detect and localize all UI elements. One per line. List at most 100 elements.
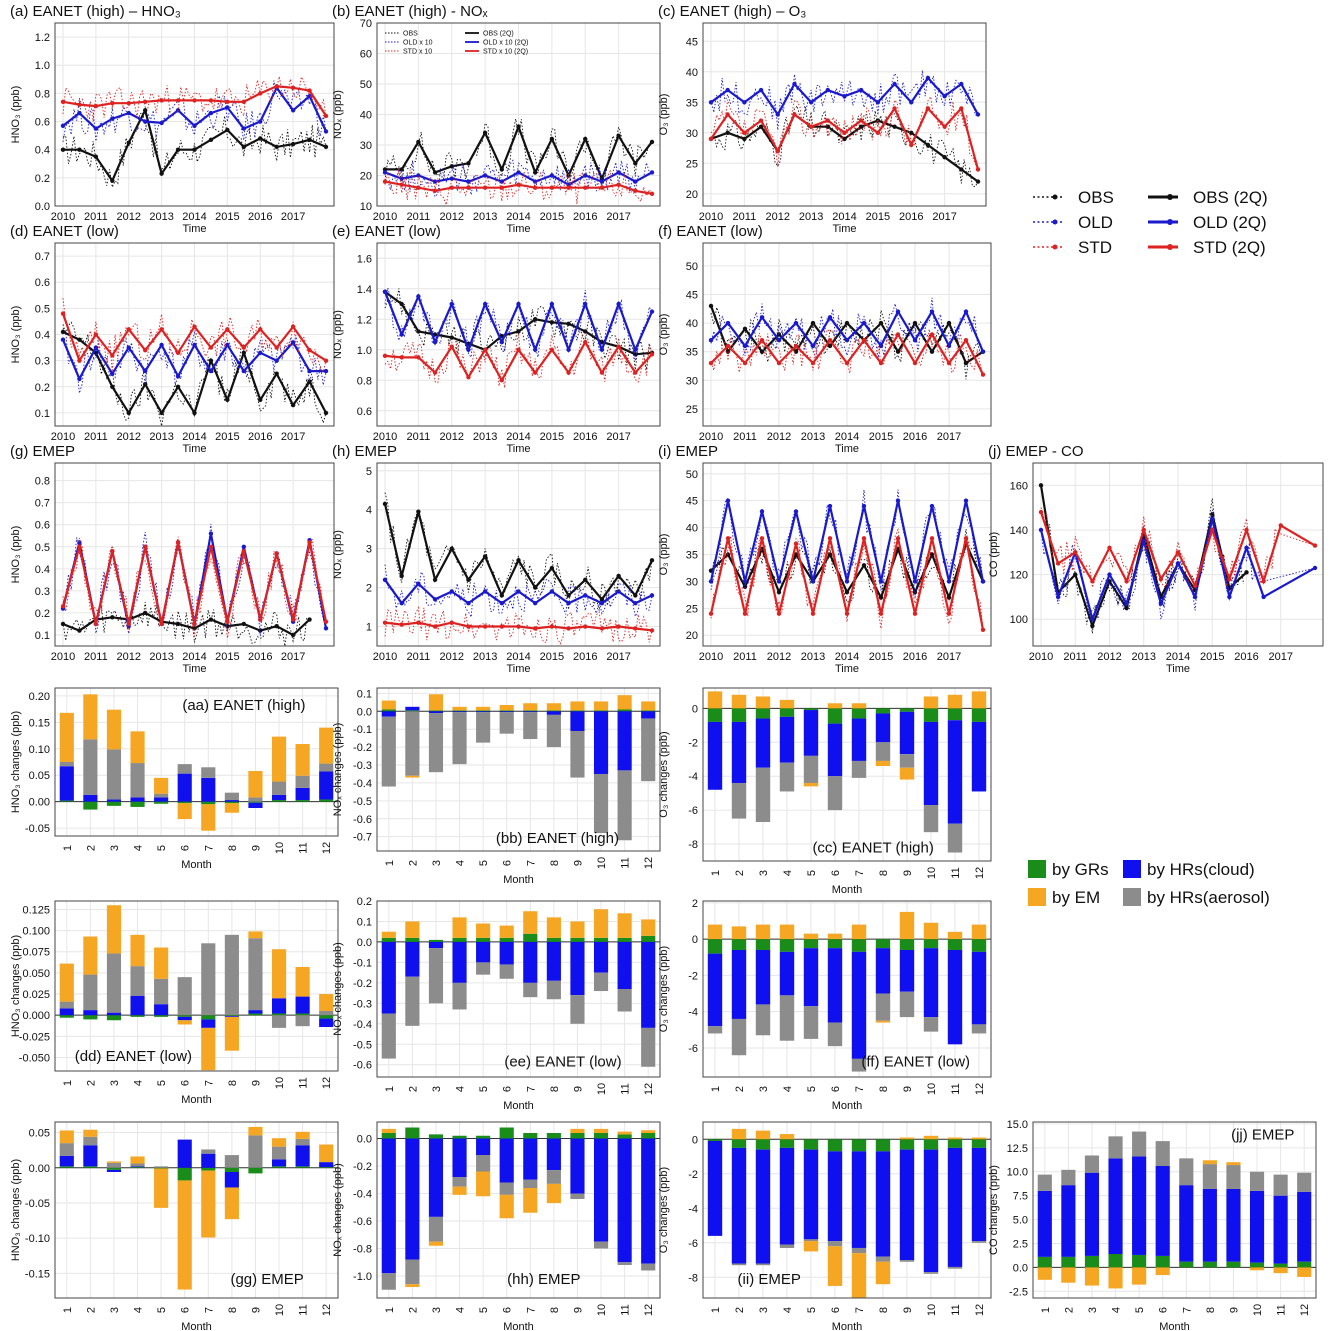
series-obs-point [946,320,952,326]
series-std-monthly-line [710,328,984,375]
x-tick-label: 5 [806,870,818,876]
series-obs-point [382,167,388,172]
y-axis-label: NOₓ (ppb) [332,90,344,139]
series-old-point [895,309,901,314]
series-std-point [775,148,780,154]
series-old-point [466,179,471,184]
panel-aa: -0.05 0.00 0.05 0.10 0.15 0.20 HNO₃ changes (p… [10,687,339,871]
series-std-point [126,101,131,106]
series-std-point [566,626,571,631]
x-tick-label: 2010 [51,211,75,223]
series-obs-point [208,137,214,143]
x-tick-label: 10 [274,1304,286,1316]
series-std-point [875,130,881,135]
bar-hrcloud [130,797,145,802]
bar-em [130,1156,145,1164]
series-std-point [290,85,296,90]
bar-hrcloud [248,1010,263,1014]
bar-gr [546,1133,561,1139]
legend-marker [1052,219,1058,225]
y-tick-label: -2 [688,737,698,749]
bar-em [593,701,609,711]
series-std-point [307,540,312,545]
bar-gr [617,1134,632,1139]
series-old-point [861,320,867,326]
bar-hraerosol [641,1027,656,1067]
bar-hrcloud [707,721,723,790]
series-obs-point [946,595,952,600]
series-std-point [649,352,655,357]
x-tick-label: 2016 [573,651,597,663]
x-tick-label: 2016 [248,651,272,663]
x-tick-label: 8 [878,1086,890,1092]
bar-em [177,1180,192,1290]
bar-hrcloud [1155,1166,1170,1256]
y-tick-label: 0.7 [35,498,50,510]
bar-em [106,905,122,954]
panel-label: (ii) EMEP [738,1271,801,1288]
bar-hrcloud [947,949,963,1045]
series-obs-point [616,573,621,579]
x-tick-label: 10 [596,857,608,869]
series-obs-point [793,552,799,557]
series-old-point [566,600,571,606]
x-tick-label: 2015 [1200,651,1224,663]
bar-hraerosol [731,1263,747,1266]
bar-legend: by GRs by HRs(cloud) by EM by HRs(aerosol) [1028,860,1270,907]
y-tick-label: 0.5 [35,303,50,315]
bar-em [803,1241,819,1252]
series-old-point [633,347,638,352]
bar-hrcloud [1226,1188,1241,1262]
series-old-point [909,100,914,105]
x-tick-label: 1 [710,1307,722,1313]
y-tick-label: -0.10 [25,1233,50,1245]
bar-gr [83,1015,98,1020]
y-tick-label: 2 [366,583,372,595]
series-obs-point [323,410,329,416]
x-tick-label: 12 [643,857,655,869]
series-obs-point [649,139,655,145]
series-old-point [416,294,421,299]
bar-em [971,924,987,940]
bar-hrcloud [546,1138,561,1171]
series-std-point [241,345,247,350]
series-std-point [925,106,931,111]
bar-hraerosol [875,993,891,1021]
series-std-point [126,621,131,627]
series-obs-point [399,167,404,172]
bar-gr [779,708,795,717]
bar-hraerosol [546,980,561,1000]
y-tick-label: -4 [688,771,698,783]
series-std-point [77,102,82,107]
bar-gr [59,1015,74,1018]
bar-hrcloud [803,710,819,756]
bar-hraerosol [755,767,771,822]
x-tick-label: 10 [926,1083,938,1095]
bar-gr [779,1139,795,1148]
bar-hraerosol [1179,1158,1194,1186]
series-old-point [175,108,181,113]
series-std-point [382,620,388,625]
plot-area [377,901,660,1077]
series-obs-point [566,593,571,598]
series-old-point [825,87,831,93]
series-old-point [946,579,952,584]
series-old-point [599,179,605,184]
bar-em [1084,1267,1100,1286]
panel-e: 0.6 0.8 1.0 1.2 1.4 1.6 NOₓ (ppb) 2010 2011 2012 2… [332,223,661,455]
bar-gr [617,709,632,712]
series-obs-monthly-line [1040,488,1245,634]
series-obs-point [725,130,730,135]
x-tick-label: 10 [274,842,286,854]
series-old-point [1244,545,1249,551]
x-tick-label: 2013 [799,211,823,223]
series-obs-point [827,343,833,349]
bar-gr [971,939,987,952]
bar-gr [923,939,939,949]
y-tick-label: 60 [360,49,372,61]
bar-hraerosol [523,1179,538,1188]
series-std-point [759,338,765,343]
y-tick-label: -0.2 [353,978,372,990]
series-obs-monthly-line [62,111,327,189]
x-axis-label: Time [1166,663,1190,675]
